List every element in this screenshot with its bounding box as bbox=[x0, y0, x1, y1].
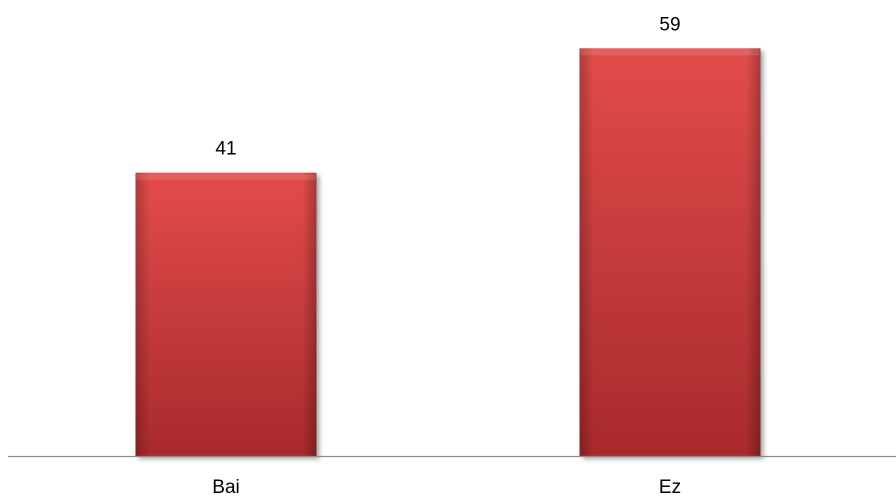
bars-layer bbox=[135, 48, 761, 456]
bar-top-bevel bbox=[136, 173, 316, 180]
x-tick-labels-layer: Bai Ez bbox=[212, 477, 681, 498]
bar-edge-shade bbox=[135, 172, 317, 456]
x-tick-label-ez: Ez bbox=[659, 477, 681, 498]
bar-bai bbox=[135, 172, 317, 456]
data-label-bai: 41 bbox=[215, 139, 236, 160]
bar-ez bbox=[579, 48, 761, 456]
x-tick-label-bai: Bai bbox=[212, 477, 239, 498]
bar-top-bevel bbox=[580, 49, 760, 56]
bar-edge-shade bbox=[579, 48, 761, 456]
data-label-ez: 59 bbox=[659, 14, 680, 35]
data-labels-layer: 41 59 bbox=[215, 14, 680, 159]
